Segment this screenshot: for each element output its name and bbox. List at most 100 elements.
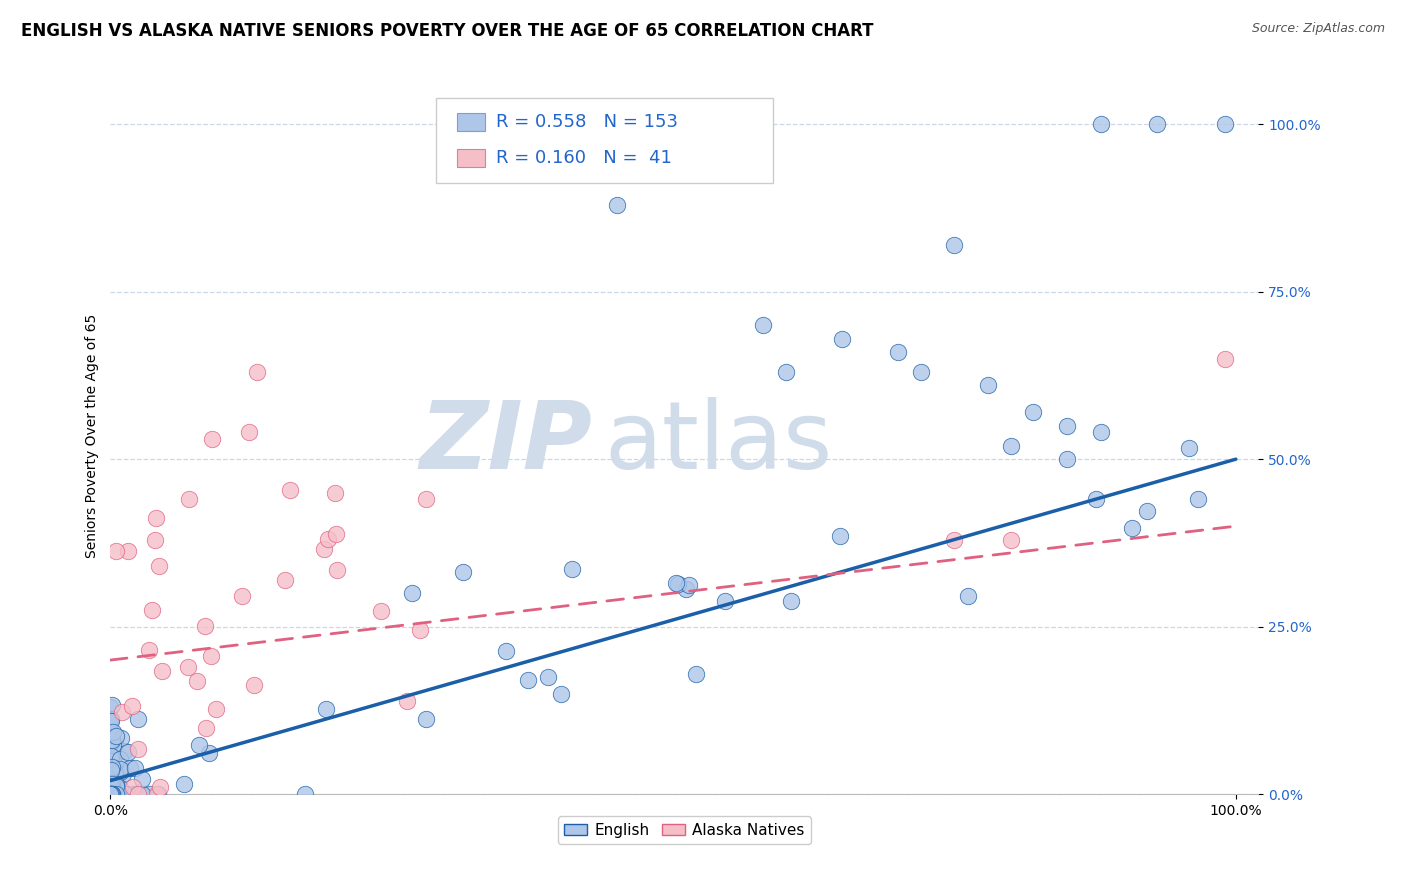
Point	[127, 741, 149, 756]
Point	[325, 563, 347, 577]
Point	[370, 604, 392, 618]
Point	[100, 787, 122, 801]
Point	[145, 533, 167, 547]
Point	[122, 787, 145, 801]
Point	[118, 761, 141, 775]
Point	[100, 787, 122, 801]
Point	[1022, 405, 1045, 419]
Point	[100, 787, 122, 801]
Point	[121, 699, 143, 714]
Point	[312, 542, 335, 557]
Point	[100, 714, 122, 729]
Point	[114, 787, 136, 801]
Point	[104, 729, 127, 743]
Point	[100, 787, 122, 801]
Point	[148, 559, 170, 574]
Point	[100, 787, 122, 801]
Point	[103, 787, 125, 801]
Point	[100, 776, 122, 790]
Point	[678, 577, 700, 591]
Point	[100, 787, 122, 801]
Point	[101, 781, 124, 796]
Point	[957, 590, 980, 604]
Text: Source: ZipAtlas.com: Source: ZipAtlas.com	[1251, 22, 1385, 36]
Point	[665, 575, 688, 590]
Text: ZIP: ZIP	[419, 397, 592, 489]
Point	[1121, 520, 1143, 534]
Point	[105, 543, 128, 558]
Point	[943, 238, 966, 252]
Point	[100, 781, 122, 796]
Point	[1090, 425, 1112, 440]
Point	[111, 767, 134, 781]
Point	[105, 787, 128, 801]
Point	[316, 532, 339, 546]
Point	[149, 780, 172, 795]
Point	[100, 731, 122, 746]
Point	[100, 787, 122, 801]
Point	[274, 573, 297, 587]
Point	[100, 780, 122, 794]
Point	[101, 777, 124, 791]
Point	[887, 345, 910, 359]
Point	[101, 787, 124, 801]
Point	[100, 787, 122, 801]
Point	[100, 764, 122, 778]
Point	[830, 529, 852, 543]
Point	[101, 787, 124, 801]
Point	[943, 533, 966, 547]
Point	[104, 737, 127, 751]
Point	[100, 787, 122, 801]
Point	[103, 773, 125, 788]
Point	[495, 644, 517, 658]
Point	[100, 764, 122, 779]
Point	[1187, 492, 1209, 507]
Point	[101, 787, 124, 801]
Point	[100, 787, 122, 801]
Point	[910, 365, 932, 379]
Point	[122, 780, 145, 795]
Point	[238, 425, 260, 440]
Point	[103, 787, 125, 801]
Point	[101, 785, 124, 799]
Point	[100, 787, 122, 801]
Point	[1090, 117, 1112, 131]
Point	[685, 667, 707, 681]
Point	[104, 764, 127, 779]
Point	[100, 787, 122, 801]
Point	[200, 649, 222, 664]
Point	[752, 318, 775, 333]
Point	[101, 787, 124, 801]
Point	[1056, 418, 1078, 433]
Point	[101, 787, 124, 801]
Point	[231, 589, 253, 603]
Point	[1000, 533, 1022, 547]
Point	[176, 660, 198, 674]
Point	[111, 706, 134, 720]
Point	[124, 761, 146, 775]
Point	[127, 787, 149, 801]
Y-axis label: Seniors Poverty Over the Age of 65: Seniors Poverty Over the Age of 65	[86, 314, 100, 558]
Point	[101, 787, 124, 801]
Point	[103, 787, 125, 801]
Point	[775, 365, 797, 379]
Point	[100, 787, 122, 801]
Point	[714, 593, 737, 607]
Point	[831, 332, 853, 346]
Point	[103, 787, 125, 801]
Point	[115, 787, 138, 801]
Point	[1000, 439, 1022, 453]
Point	[100, 746, 122, 760]
Text: R = 0.558   N = 153: R = 0.558 N = 153	[496, 113, 678, 131]
Point	[606, 197, 628, 211]
Point	[325, 526, 347, 541]
Point	[150, 664, 173, 678]
Point	[242, 677, 264, 691]
Point	[1136, 504, 1159, 518]
Point	[415, 492, 437, 507]
Point	[201, 432, 224, 446]
Point	[325, 485, 347, 500]
Point	[141, 602, 163, 616]
Point	[131, 787, 153, 801]
Point	[315, 702, 337, 716]
